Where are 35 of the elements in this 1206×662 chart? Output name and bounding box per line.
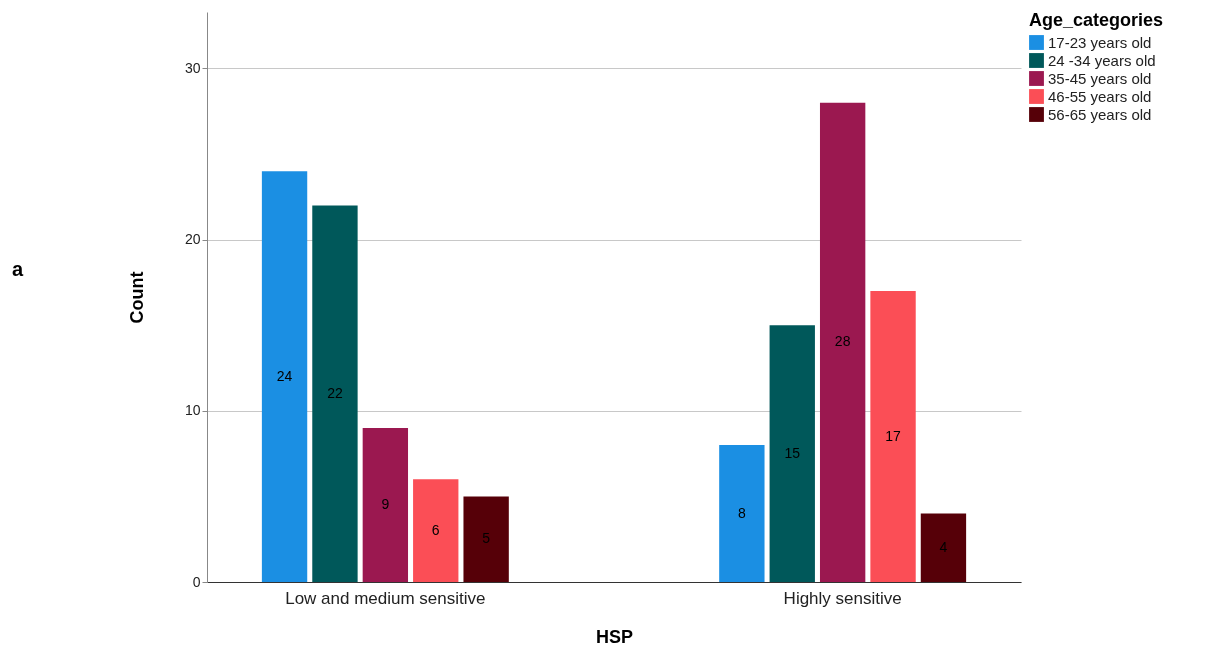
data-label: 4 xyxy=(939,538,948,555)
bar xyxy=(819,102,866,582)
legend-label: 17-23 years old xyxy=(1048,33,1152,51)
bar xyxy=(769,325,815,582)
legend-label: 56-65 years old xyxy=(1048,105,1152,123)
x-axis-title: HSP xyxy=(595,626,634,647)
data-label: 28 xyxy=(834,333,851,350)
bar xyxy=(312,205,358,582)
bar xyxy=(362,427,409,582)
x-tick-label: Highly sensitive xyxy=(783,588,902,608)
data-label: 6 xyxy=(431,521,440,538)
bar xyxy=(261,171,308,582)
legend-title: Age_categories xyxy=(1029,10,1164,30)
data-label: 9 xyxy=(381,495,390,512)
y-tick-label: 0 xyxy=(192,573,201,590)
y-tick-label: 10 xyxy=(184,402,201,419)
bar xyxy=(413,479,459,582)
bar xyxy=(463,496,509,582)
bar xyxy=(870,291,916,582)
y-tick-label: 30 xyxy=(184,59,201,76)
legend-label: 24 -34 years old xyxy=(1048,51,1156,69)
data-label: 24 xyxy=(276,367,293,384)
data-label: 22 xyxy=(327,384,343,401)
data-label: 8 xyxy=(737,504,746,521)
data-label: 17 xyxy=(885,427,902,444)
y-tick-label: 20 xyxy=(184,231,201,248)
y-axis-title: Count xyxy=(126,271,147,324)
legend-label: 46-55 years old xyxy=(1048,87,1152,105)
x-tick-label: Low and medium sensitive xyxy=(285,588,486,608)
text: a xyxy=(12,258,24,281)
data-label: 15 xyxy=(784,444,801,461)
legend-label: 35-45 years old xyxy=(1048,69,1152,87)
data-label: 5 xyxy=(482,530,491,547)
bar xyxy=(719,445,765,582)
bar xyxy=(920,513,967,582)
